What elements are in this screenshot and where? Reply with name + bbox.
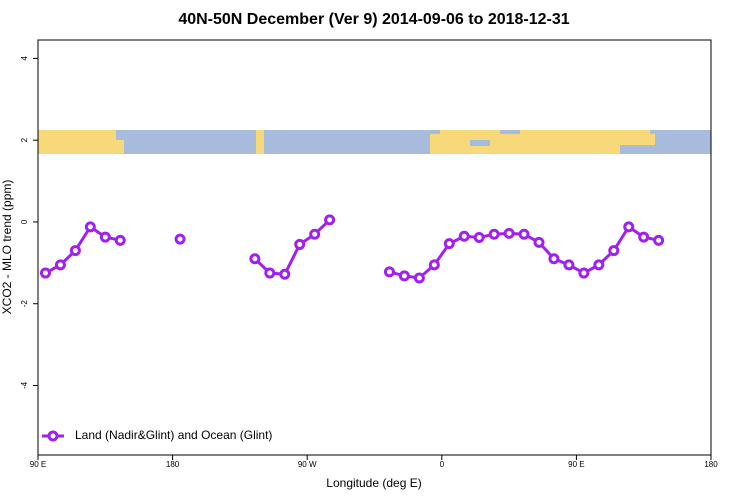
data-point xyxy=(39,267,51,279)
x-tick-label: 0 xyxy=(440,460,445,469)
legend-label: Land (Nadir&Glint) and Ocean (Glint) xyxy=(75,428,272,442)
data-point xyxy=(413,272,425,284)
x-tick-label: 180 xyxy=(704,460,718,469)
x-axis-label: Longitude (deg E) xyxy=(326,476,421,490)
data-point xyxy=(294,238,306,250)
data-point xyxy=(548,253,560,265)
y-axis-label: XCO2 - MLO trend (ppm) xyxy=(0,180,14,315)
data-point xyxy=(443,238,455,250)
data-point xyxy=(99,231,111,243)
data-point xyxy=(398,270,410,282)
y-tick-label: -4 xyxy=(20,381,29,389)
data-point xyxy=(174,233,186,245)
data-point xyxy=(503,227,515,239)
data-point xyxy=(54,259,66,271)
data-point xyxy=(533,236,545,248)
y-tick-label: 4 xyxy=(20,56,29,61)
data-point xyxy=(309,228,321,240)
y-tick-label: 2 xyxy=(20,137,29,142)
y-tick-label: 0 xyxy=(20,219,29,224)
data-point xyxy=(279,268,291,280)
data-point xyxy=(608,245,620,257)
data-point xyxy=(324,214,336,226)
y-tick-label: -2 xyxy=(20,300,29,308)
plot-frame xyxy=(37,39,712,456)
legend-marker xyxy=(47,430,59,442)
data-point xyxy=(653,234,665,246)
data-point xyxy=(473,231,485,243)
chart-title: 40N-50N December (Ver 9) 2014-09-06 to 2… xyxy=(178,11,569,28)
data-point xyxy=(428,259,440,271)
data-point xyxy=(383,266,395,278)
data-point xyxy=(458,230,470,242)
data-point xyxy=(114,234,126,246)
x-tick-label: 90 W xyxy=(298,460,317,469)
data-point xyxy=(563,259,575,271)
data-point xyxy=(69,245,81,257)
world-map-strip xyxy=(38,130,711,154)
data-point xyxy=(623,221,635,233)
data-point xyxy=(593,259,605,271)
data-point xyxy=(488,228,500,240)
data-point xyxy=(578,267,590,279)
data-point xyxy=(264,267,276,279)
x-tick-label: 90 E xyxy=(568,460,584,469)
x-tick-label: 180 xyxy=(166,460,180,469)
data-point xyxy=(249,253,261,265)
x-tick-label: 90 E xyxy=(30,460,46,469)
data-point xyxy=(518,228,530,240)
data-point xyxy=(638,231,650,243)
data-point xyxy=(84,221,96,233)
